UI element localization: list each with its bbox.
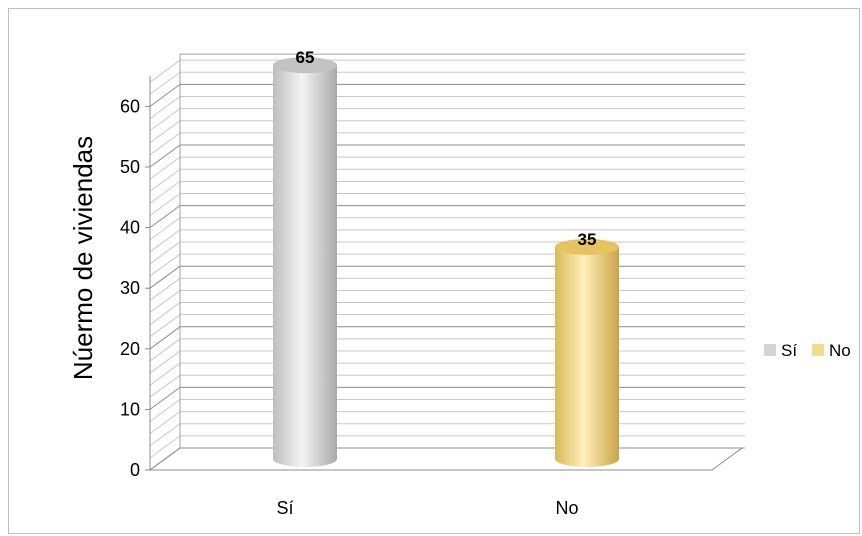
legend-swatch-no	[812, 344, 824, 356]
gridline-major	[149, 447, 745, 471]
y-tick-label: 50	[120, 157, 140, 177]
gridline-major	[149, 83, 745, 107]
y-tick-label: 10	[120, 399, 140, 419]
gridline-minor	[149, 59, 745, 83]
gridline-minor	[149, 423, 745, 447]
x-tick-label: Sí	[276, 498, 293, 518]
gridline-minor	[149, 192, 745, 216]
legend: Sí No	[764, 341, 851, 360]
y-tick-label: 40	[120, 218, 140, 238]
data-label: 35	[578, 230, 597, 249]
y-tick-label: 30	[120, 278, 140, 298]
gridline-minor	[149, 374, 745, 398]
gridline-minor	[149, 350, 745, 374]
gridline-major	[149, 265, 745, 289]
x-tick-label: No	[555, 498, 578, 518]
gridline-major	[149, 144, 745, 168]
gridline-minor	[149, 253, 745, 277]
gridline-minor	[149, 399, 745, 422]
gridlines	[149, 53, 745, 471]
bar-no	[555, 238, 619, 467]
bar-top	[555, 238, 619, 255]
gridline-minor	[149, 180, 745, 204]
axes	[145, 76, 744, 471]
gridline-minor	[149, 229, 745, 253]
gridline-minor	[149, 120, 745, 144]
gridline-major	[149, 386, 745, 410]
gridline-minor	[149, 289, 745, 313]
bar-body	[273, 65, 337, 467]
bar-body	[555, 246, 619, 467]
gridline-minor	[149, 96, 745, 119]
y-tick-label: 60	[120, 96, 140, 116]
legend-label-no: No	[829, 341, 851, 360]
data-label: 65	[296, 48, 315, 67]
gridline-minor	[149, 314, 745, 338]
y-tick-label: 0	[130, 460, 140, 480]
gridline-minor	[149, 168, 745, 192]
gridline-minor	[149, 362, 745, 386]
gridline-minor	[149, 277, 745, 301]
legend-label-si: Sí	[781, 341, 797, 360]
gridline-minor	[149, 108, 745, 132]
y-axis-label: Núermo de viviendas	[68, 136, 98, 380]
bar-si	[273, 57, 337, 467]
gridline-minor	[149, 71, 745, 95]
gridline-minor	[149, 132, 745, 156]
bars	[273, 57, 619, 467]
bar-top	[273, 57, 337, 74]
gridline-major	[149, 205, 745, 229]
gridline-minor	[149, 338, 745, 362]
gridline-minor	[149, 411, 745, 435]
chart-floor	[148, 447, 744, 471]
labels: 0 10 20 30 40 50 60 65 Sí 35 No	[120, 48, 596, 518]
gridline-major	[149, 326, 745, 350]
gridline-minor	[149, 217, 745, 241]
y-tick-label: 20	[120, 339, 140, 359]
gridline-minor	[149, 241, 745, 265]
gridline-minor	[149, 156, 745, 180]
gridline-minor	[149, 302, 745, 325]
legend-swatch-si	[764, 344, 776, 356]
gridline-minor	[149, 435, 745, 459]
